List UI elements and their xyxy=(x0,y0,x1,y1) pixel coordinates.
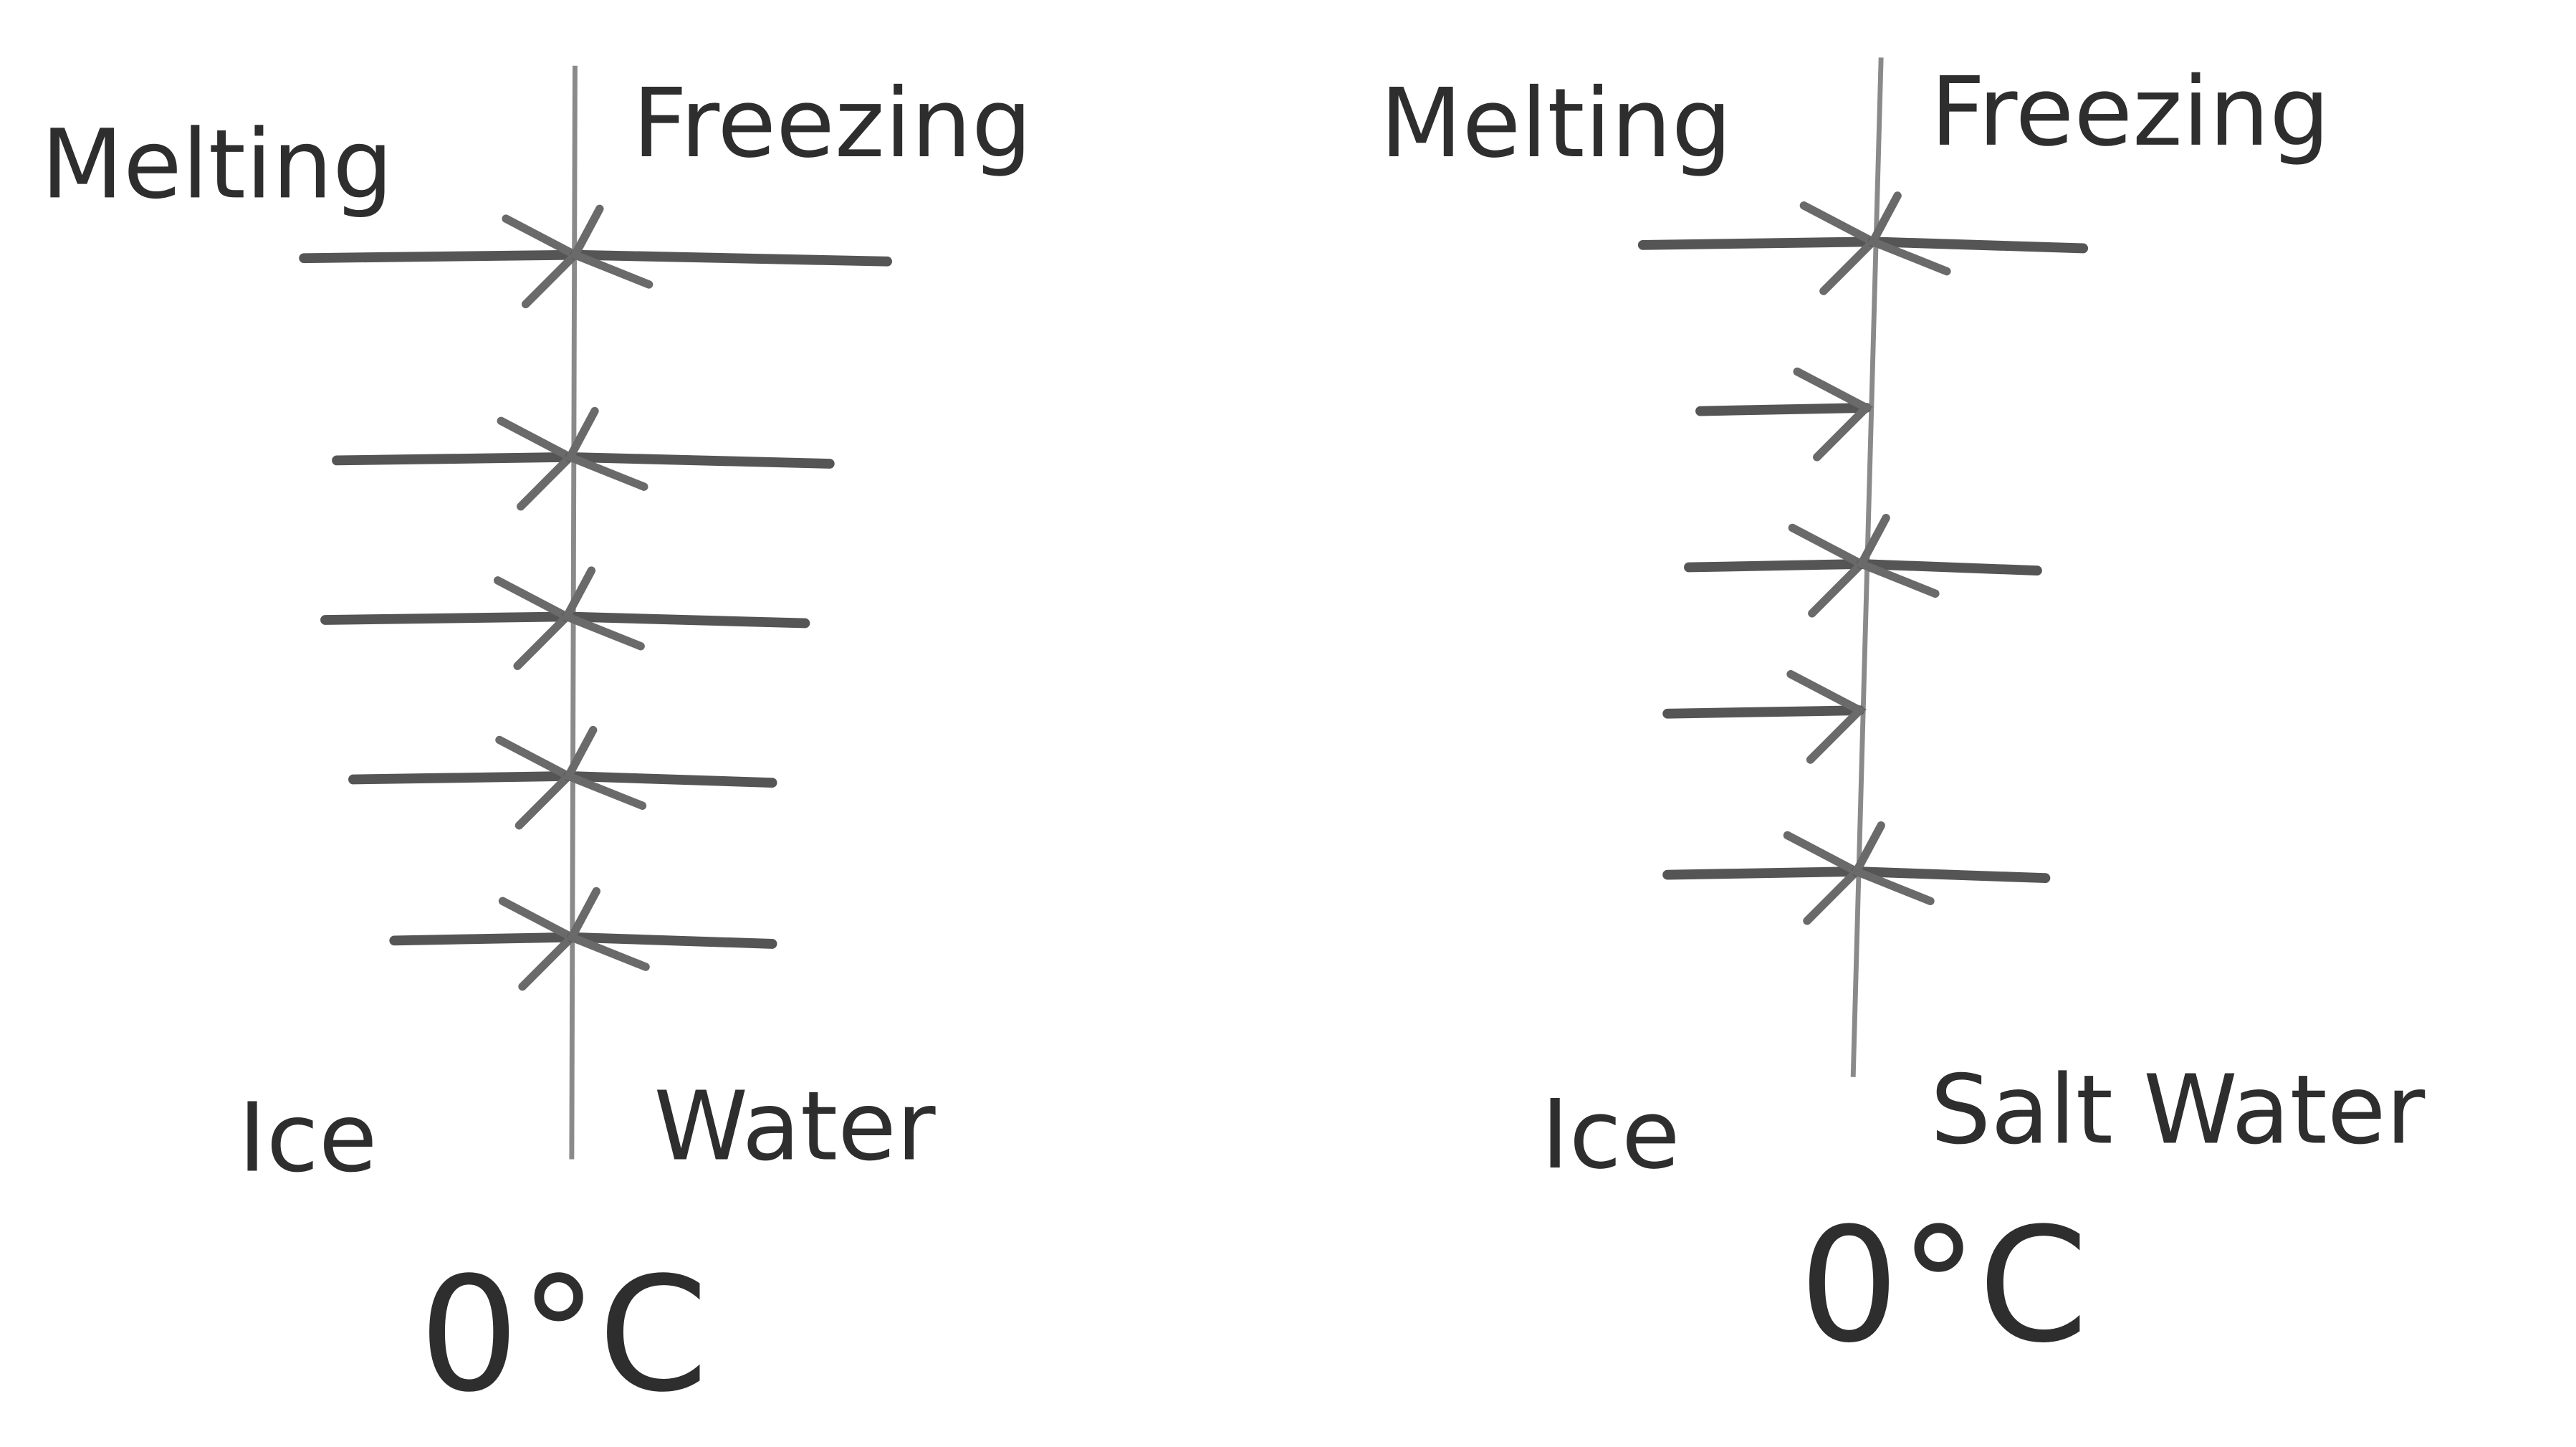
left-panel: Melting Freezing Ice Water 0°C xyxy=(41,65,1033,1427)
arrow-head xyxy=(497,416,578,511)
arrow-rows xyxy=(1637,191,2089,925)
melting-arrow xyxy=(348,771,574,785)
freezing-arrow xyxy=(1856,559,2042,576)
temperature-label: 0°C xyxy=(419,1243,709,1427)
arrow-row xyxy=(348,725,777,830)
solid-label: Ice xyxy=(1541,1080,1680,1190)
arrow-row xyxy=(1662,821,2051,925)
arrow-head xyxy=(569,204,653,289)
arrow-head xyxy=(564,406,648,491)
freezing-arrow xyxy=(570,249,892,267)
melting-arrow xyxy=(1662,705,1865,719)
arrow-head xyxy=(495,735,575,830)
arrow-head xyxy=(1783,831,1864,925)
melting-arrow xyxy=(1662,866,1862,880)
melting-arrow xyxy=(332,452,575,466)
temperature-label: 0°C xyxy=(1799,1194,2089,1377)
arrow-row xyxy=(299,204,892,309)
liquid-label: Salt Water xyxy=(1930,1056,2426,1166)
melting-arrow xyxy=(320,611,572,625)
melting-arrow xyxy=(299,249,580,264)
freezing-label: Freezing xyxy=(633,69,1033,179)
arrow-head xyxy=(502,214,583,309)
melting-label: Melting xyxy=(41,110,393,220)
arrow-head xyxy=(1850,821,1935,906)
arrow-head xyxy=(1788,523,1869,618)
arrow-row xyxy=(320,566,810,670)
arrow-head xyxy=(493,576,574,670)
arrow-row xyxy=(1662,669,1867,764)
arrow-head xyxy=(565,887,650,971)
freezing-arrow xyxy=(1867,237,2089,254)
freezing-arrow xyxy=(563,771,777,788)
freezing-arrow xyxy=(1851,866,2051,884)
arrow-row xyxy=(1684,513,2042,618)
arrow-head xyxy=(1867,191,1951,276)
arrow-row xyxy=(389,887,777,991)
arrow-head xyxy=(1799,201,1880,295)
freezing-arrow xyxy=(566,932,777,949)
liquid-label: Water xyxy=(654,1071,936,1182)
freezing-arrow xyxy=(562,611,810,629)
freezing-label: Freezing xyxy=(1930,57,2330,168)
melting-arrow xyxy=(1684,559,1867,573)
right-panel: Melting Freezing Ice Salt Water 0°C xyxy=(1380,57,2426,1377)
arrow-row xyxy=(1637,191,2089,295)
arrow-head xyxy=(562,725,647,810)
melting-arrow xyxy=(389,932,577,946)
arrow-head xyxy=(1786,669,1867,764)
arrow-head xyxy=(1793,367,1874,462)
arrow-row xyxy=(1695,367,1874,462)
arrow-head xyxy=(1855,513,1940,598)
arrow-head xyxy=(498,897,579,991)
freezing-arrow xyxy=(565,452,835,469)
arrow-head xyxy=(560,566,645,651)
melting-arrow xyxy=(1637,237,1878,250)
melting-arrow xyxy=(1695,403,1872,416)
arrow-row xyxy=(332,406,835,511)
arrow-rows xyxy=(299,204,892,991)
melting-label: Melting xyxy=(1380,69,1732,179)
solid-label: Ice xyxy=(238,1084,377,1194)
